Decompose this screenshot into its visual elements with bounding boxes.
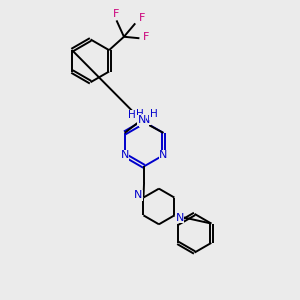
Text: N: N [176, 213, 184, 223]
Text: F: F [113, 10, 120, 20]
Text: N: N [134, 190, 142, 200]
Text: N: N [121, 150, 129, 160]
Text: N: N [140, 117, 148, 127]
Text: H: H [136, 109, 143, 119]
Text: N: N [137, 116, 146, 125]
Text: F: F [139, 13, 145, 23]
Text: F: F [143, 32, 149, 42]
Text: N: N [159, 150, 167, 160]
Text: N: N [142, 115, 151, 124]
Text: H: H [150, 109, 158, 119]
Text: H: H [128, 110, 135, 120]
